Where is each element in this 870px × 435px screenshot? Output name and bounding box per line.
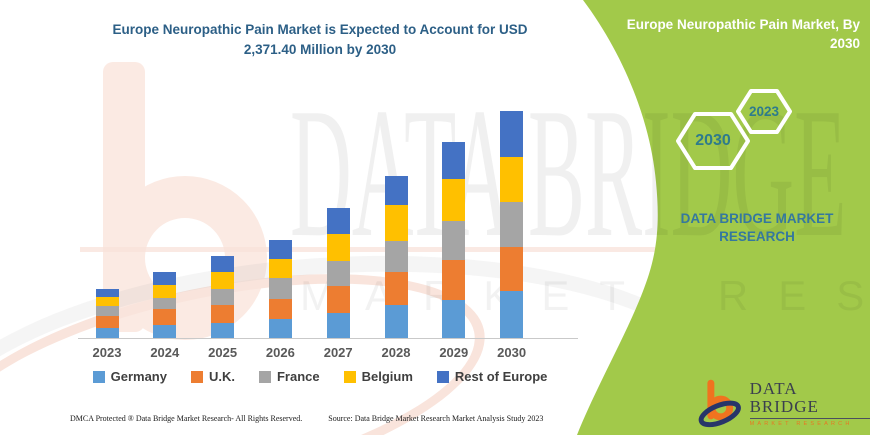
watermark-text-databridge: DATA BRIDGE	[290, 70, 847, 276]
legend-label: Rest of Europe	[454, 369, 548, 384]
watermark-text-marketresearch: MARKET RESEARCH	[300, 272, 870, 319]
hexagon-2030: 2030	[676, 112, 750, 170]
legend-label: France	[276, 369, 320, 384]
hexagon-icon	[736, 89, 792, 134]
data-bridge-logo: DATA BRIDGE MARKET RESEARCH	[698, 378, 870, 428]
legend-label: Belgium	[361, 369, 413, 384]
footer-dmca-text: DMCA Protected ® Data Bridge Market Rese…	[70, 414, 303, 423]
chart-title: Europe Neuropathic Pain Market is Expect…	[112, 22, 528, 57]
logo-name: DATA BRIDGE	[749, 378, 819, 416]
legend-item-u-k-: U.K.	[190, 369, 235, 384]
x-axis-line	[78, 338, 578, 339]
logo-tagline: MARKET RESEARCH	[749, 417, 870, 427]
footer: DMCA Protected ® Data Bridge Market Rese…	[70, 414, 570, 423]
logo-text: DATA BRIDGE MARKET RESEARCH	[749, 378, 870, 427]
hexagon-2030-label: 2030	[695, 132, 731, 149]
brand-text: DATA BRIDGE MARKET RESEARCH	[680, 211, 834, 244]
hexagon-2023: 2023	[736, 89, 792, 134]
legend-swatch-icon	[343, 370, 356, 383]
legend-item-belgium: Belgium	[343, 369, 413, 384]
legend-swatch-icon	[436, 370, 449, 383]
hexagon-2023-label: 2023	[748, 104, 780, 119]
chart-legend: Germany U.K. France Belgium Rest of Europe	[80, 369, 560, 384]
footer-source-text: Source: Data Bridge Market Research Mark…	[328, 414, 544, 423]
legend-label: Germany	[110, 369, 167, 384]
legend-item-rest-of-europe: Rest of Europe	[436, 369, 548, 384]
hexagon-icon	[676, 112, 750, 170]
legend-swatch-icon	[92, 370, 105, 383]
watermark-pink-band	[80, 247, 655, 252]
legend-label: U.K.	[208, 369, 235, 384]
legend-item-germany: Germany	[92, 369, 167, 384]
legend-swatch-icon	[258, 370, 271, 383]
legend-item-france: France	[258, 369, 320, 384]
data-bridge-logo-icon	[698, 379, 741, 428]
legend-swatch-icon	[190, 370, 203, 383]
panel-heading: Europe Neuropathic Pain Market, By 2030	[626, 17, 860, 51]
